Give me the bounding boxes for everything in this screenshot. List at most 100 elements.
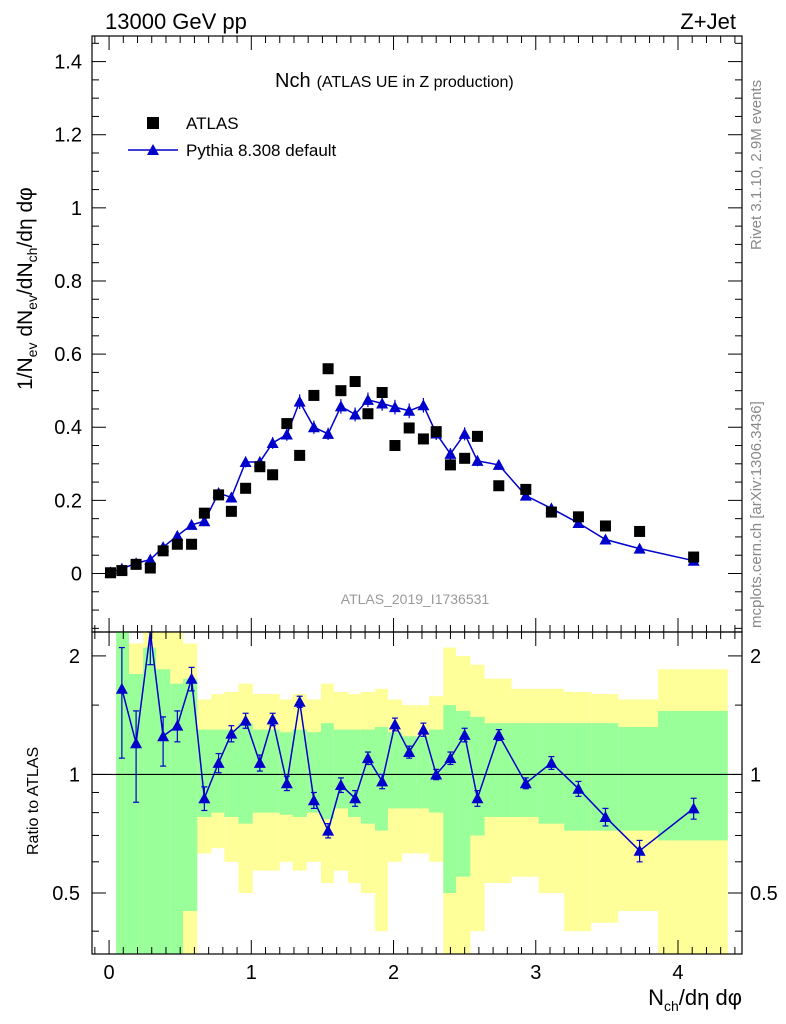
pythia-point — [334, 400, 347, 412]
atlas-point — [545, 506, 557, 518]
ratio-y-axis: 0.5 0.5 1 1 2 2 — [52, 646, 778, 932]
ratio-point — [157, 730, 170, 742]
ratio-point — [388, 718, 401, 730]
chart-title: Nch (ATLAS UE in Z production) — [275, 70, 514, 92]
pythia-point — [471, 454, 484, 466]
green-band — [333, 729, 349, 809]
ratio-point — [307, 794, 320, 806]
ratio-point — [266, 713, 279, 725]
ratio-y-tick-label-right: 0.5 — [750, 883, 778, 905]
green-band — [279, 732, 293, 815]
ratio-y-tick-label: 0.5 — [52, 883, 80, 905]
main-y-tick-label: 0.8 — [54, 271, 82, 293]
atlas-point — [104, 567, 116, 579]
atlas-point — [225, 505, 237, 517]
green-band — [306, 732, 321, 813]
ratio-point — [349, 792, 362, 804]
legend-atlas-marker — [147, 117, 159, 129]
ratio-panel: 0.5 0.5 1 1 2 2 0 1 2 3 4 Ratio to ATLAS — [25, 631, 778, 984]
green-band — [320, 723, 334, 820]
x-tick-label: 1 — [246, 962, 257, 984]
pythia-point — [293, 395, 306, 407]
ratio-plot-area — [92, 631, 742, 954]
main-y-tick-label: 0.6 — [54, 344, 82, 366]
atlas-point — [116, 565, 128, 577]
green-band — [183, 678, 198, 912]
atlas-point — [599, 520, 611, 532]
ratio-point — [417, 723, 430, 735]
atlas-point — [186, 538, 198, 550]
atlas-point — [144, 562, 156, 574]
atlas-point — [471, 430, 483, 442]
ratio-point — [334, 779, 347, 791]
pythia-point — [185, 518, 198, 530]
atlas-point — [520, 483, 532, 495]
ratio-point — [444, 752, 457, 764]
pythia-point — [349, 408, 362, 420]
atlas-point — [389, 440, 401, 452]
green-band — [143, 647, 157, 954]
ratio-point — [633, 844, 646, 856]
ratio-point — [376, 775, 389, 787]
atlas-point — [349, 376, 361, 388]
ratio-point — [471, 792, 484, 804]
atlas-point — [254, 461, 266, 473]
green-band — [387, 732, 403, 809]
ratio-point — [115, 682, 128, 694]
ratio-point — [280, 777, 293, 789]
ratio-point — [212, 756, 225, 768]
green-band — [156, 669, 171, 954]
x-axis-label: Nch/dη dφ — [648, 985, 742, 1014]
pythia-point — [444, 447, 457, 459]
atlas-point — [362, 408, 374, 420]
ratio-point — [403, 746, 416, 758]
green-band — [618, 726, 659, 831]
green-band — [470, 716, 485, 836]
x-tick-label: 2 — [388, 962, 399, 984]
pythia-point — [572, 517, 585, 529]
atlas-point — [157, 545, 169, 557]
green-band — [224, 729, 239, 817]
ratio-point — [225, 727, 238, 739]
ratio-point — [130, 737, 143, 749]
pythia-point — [492, 458, 505, 470]
ratio-point — [458, 728, 471, 740]
atlas-point — [130, 558, 142, 570]
pythia-point — [225, 491, 238, 503]
main-y-tick-label: 1.2 — [54, 125, 82, 147]
pythia-point — [388, 401, 401, 413]
main-y-tick-label: 1 — [71, 198, 82, 220]
ratio-point — [545, 756, 558, 768]
green-band — [456, 710, 471, 877]
pythia-point — [144, 553, 157, 565]
rivet-version-label: Rivet 3.1.10, 2.9M events — [748, 80, 765, 250]
main-panel: 0 0.2 0.4 0.6 0.8 1 1.2 1.4 Nch (ATLAS UE in Z p… — [14, 35, 743, 633]
ratio-point — [239, 714, 252, 726]
ratio-frame — [91, 631, 743, 955]
ratio-x-axis: 0 1 2 3 4 — [94, 632, 736, 984]
atlas-point — [403, 422, 415, 434]
green-band — [538, 723, 565, 824]
green-band — [265, 729, 280, 813]
process-label: Z+Jet — [680, 9, 736, 34]
analysis-id: ATLAS_2019_I1736531 — [341, 591, 490, 607]
energy-label: 13000 GeV pp — [105, 9, 247, 34]
ratio-point — [293, 695, 306, 707]
atlas-point — [294, 449, 306, 461]
ratio-point — [185, 672, 198, 684]
ratio-y-label: Ratio to ATLAS — [25, 747, 42, 855]
atlas-point — [459, 452, 471, 464]
main-plot-area — [104, 363, 700, 579]
green-band — [116, 632, 129, 954]
atlas-point — [493, 480, 505, 492]
ratio-point — [519, 777, 532, 789]
ratio-point — [361, 752, 374, 764]
ratio-point — [572, 782, 585, 794]
pythia-point — [599, 533, 612, 545]
atlas-point — [634, 525, 646, 537]
main-x-axis — [94, 36, 736, 632]
main-y-axis: 0 0.2 0.4 0.6 0.8 1 1.2 1.4 — [54, 42, 742, 629]
green-band — [348, 729, 361, 817]
atlas-point — [281, 418, 293, 430]
